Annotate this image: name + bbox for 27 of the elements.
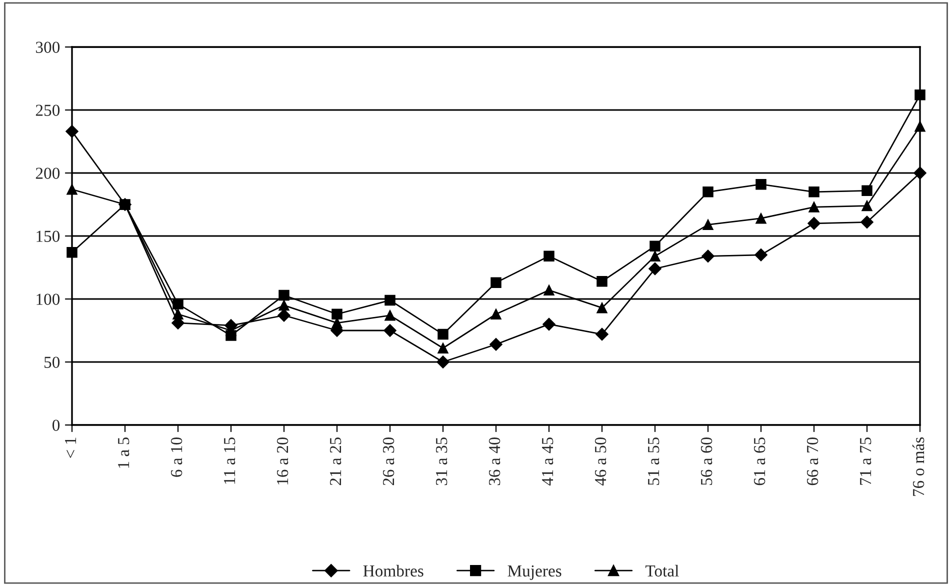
x-tick-label: 56 a 60	[700, 437, 712, 485]
x-tick-label: 16 a 20	[276, 437, 288, 484]
x-tick-label: 41 a 45	[542, 437, 554, 486]
x-tick-label: 21 a 25	[330, 437, 342, 486]
y-tick-label: 300	[36, 42, 60, 53]
x-tick-label: 51 a 55	[648, 437, 660, 485]
x-tick-label: 46 a 50	[594, 437, 606, 486]
x-tick-label: 31 a 35	[436, 437, 448, 486]
x-tick-label: 26 a 30	[382, 437, 394, 486]
legend-label: Mujeres	[508, 565, 562, 580]
y-tick-label: 100	[36, 294, 60, 305]
x-tick-label: 76 o más	[912, 437, 924, 496]
y-tick-label: 200	[36, 168, 60, 179]
x-tick-label: 11 a 15	[224, 437, 236, 484]
x-tick-label: 66 a 70	[806, 437, 818, 486]
x-tick-label: 71 a 75	[860, 437, 872, 485]
x-tick-label: 1 a 5	[118, 437, 130, 468]
legend-label: Hombres	[363, 564, 424, 577]
x-tick-label: 36 a 40	[488, 437, 500, 486]
y-tick-label: 150	[36, 230, 60, 242]
y-tick-label: 250	[36, 104, 60, 116]
x-tick-label: 6 a 10	[170, 437, 182, 477]
x-tick-label: 61 a 65	[754, 437, 766, 486]
y-tick-label: 0	[52, 420, 60, 431]
y-tick-label: 50	[44, 356, 60, 368]
x-tick-label: < 1	[65, 438, 76, 458]
legend-label: Total	[645, 564, 679, 577]
